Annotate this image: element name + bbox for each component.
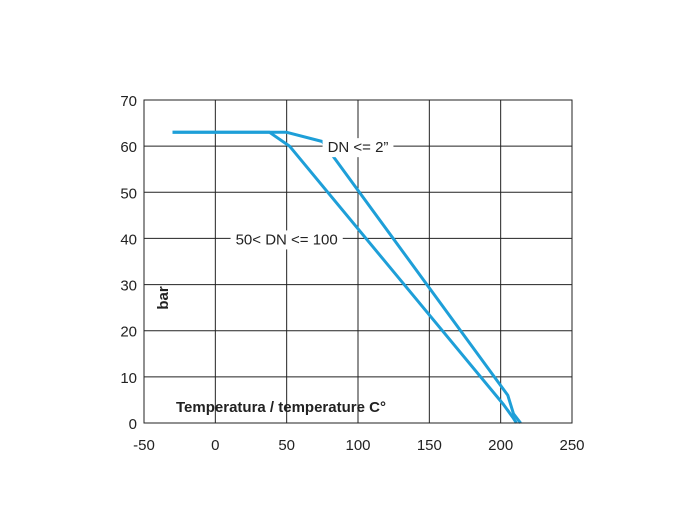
y-tick-label: 30	[120, 278, 137, 295]
series-line-1	[172, 130, 522, 424]
tick-labels-group: -50 0 50 100 150 200 250 0 10 20 30 40 50 60 70	[120, 93, 584, 454]
y-tick-label: 60	[120, 139, 137, 156]
annotation-label-2: 50< DN <= 100	[236, 231, 338, 248]
x-tick-label: 100	[345, 437, 370, 454]
x-tick-label: 50	[278, 437, 295, 454]
y-tick-label: 40	[120, 231, 137, 248]
y-tick-label: 20	[120, 324, 137, 341]
y-axis-label: bar	[155, 286, 172, 310]
series-line-2	[172, 130, 518, 424]
x-axis-label: Temperatura / temperature C°	[176, 399, 386, 416]
plot-frame	[143, 99, 573, 424]
x-tick-label: -50	[133, 437, 155, 454]
series-group	[172, 130, 522, 424]
annotation-background	[230, 230, 343, 250]
annotations-group: DN <= 2” 50< DN <= 100	[230, 138, 394, 250]
x-tick-label: 250	[559, 437, 584, 454]
x-tick-label: 150	[417, 437, 442, 454]
y-tick-label: 10	[120, 370, 137, 387]
y-tick-label: 50	[120, 185, 137, 202]
y-tick-label: 0	[129, 416, 137, 433]
x-tick-label: 0	[211, 437, 219, 454]
annotation-background	[322, 138, 394, 158]
annotation-label-1: DN <= 2”	[328, 139, 389, 156]
x-tick-label: 200	[488, 437, 513, 454]
y-tick-label: 70	[120, 93, 137, 110]
